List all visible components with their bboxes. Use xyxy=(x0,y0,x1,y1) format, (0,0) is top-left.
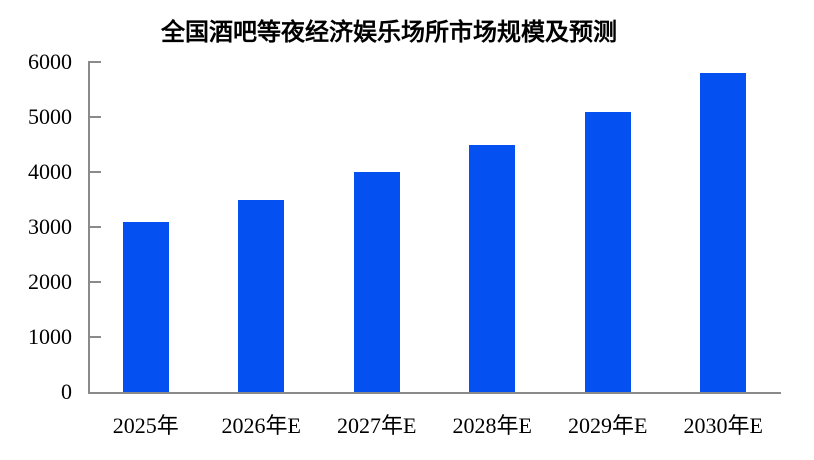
bar-2028年E xyxy=(469,144,516,392)
bar-2030年E xyxy=(700,73,747,392)
y-axis-tick-label: 5000 xyxy=(28,104,72,129)
y-axis-tick-mark xyxy=(88,281,101,283)
chart-title: 全国酒吧等夜经济娱乐场所市场规模及预测 xyxy=(161,20,617,46)
y-axis-tick-label: 3000 xyxy=(28,214,72,239)
y-axis-tick-mark xyxy=(88,61,101,63)
y-axis-tick-label: 4000 xyxy=(28,159,72,184)
bar-2026年E xyxy=(238,199,285,392)
bar-2029年E xyxy=(584,111,631,392)
y-axis-line xyxy=(88,62,90,392)
bar-2027年E xyxy=(353,172,400,392)
y-axis-tick-mark xyxy=(88,116,101,118)
y-axis-tick-label: 0 xyxy=(61,379,72,404)
x-axis-tick-label: 2029年E xyxy=(568,413,648,438)
y-axis-tick-label: 1000 xyxy=(28,324,72,349)
y-axis-tick-label: 6000 xyxy=(28,49,72,74)
x-axis-tick-label: 2027年E xyxy=(337,413,417,438)
x-axis-tick-label: 2025年 xyxy=(112,413,179,438)
bar-2025年 xyxy=(122,221,169,392)
y-axis-tick-mark xyxy=(88,336,101,338)
y-axis-tick-mark xyxy=(88,226,101,228)
x-axis-line xyxy=(88,392,781,394)
y-axis-tick-mark xyxy=(88,171,101,173)
x-axis-tick-label: 2030年E xyxy=(683,413,763,438)
y-axis-tick-label: 2000 xyxy=(28,269,72,294)
x-axis-tick-label: 2028年E xyxy=(452,413,532,438)
x-axis-tick-label: 2026年E xyxy=(221,413,301,438)
